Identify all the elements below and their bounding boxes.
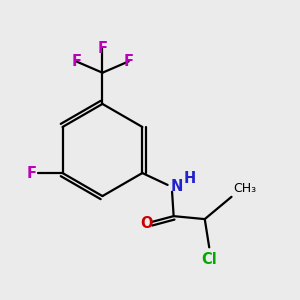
Text: O: O [141, 216, 153, 231]
Text: CH₃: CH₃ [233, 182, 256, 195]
Text: F: F [124, 54, 134, 69]
Text: Cl: Cl [201, 252, 217, 267]
Text: F: F [98, 41, 107, 56]
Text: F: F [27, 166, 37, 181]
Text: F: F [71, 54, 81, 69]
Text: N: N [171, 179, 183, 194]
Text: H: H [184, 172, 196, 187]
